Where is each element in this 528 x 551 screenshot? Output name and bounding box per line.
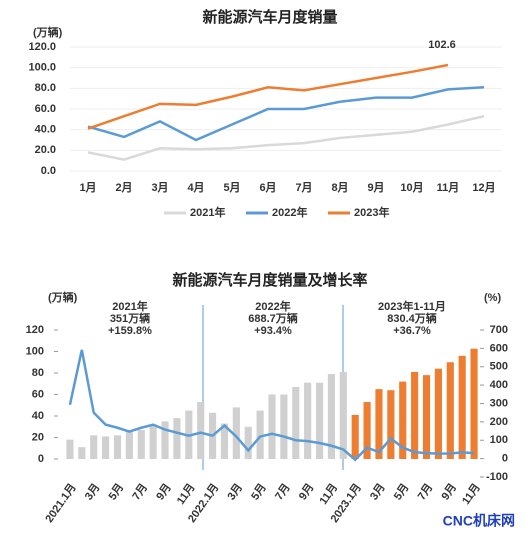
bar [66,439,74,459]
bar [422,375,431,459]
bar [102,436,110,459]
y-tick-label: 80 [32,367,44,379]
y2-tick-label: 100 [490,434,508,446]
bar [399,381,407,459]
period-annotation: 688.7万辆 [248,311,298,325]
y-tick-label: 40 [32,410,44,422]
bar [387,390,395,459]
bar [244,426,252,459]
period-annotation: +36.7% [393,325,431,337]
x-tick-label: 8月 [331,181,348,194]
data-label: 102.6 [428,39,456,51]
x-tick-label: 4月 [187,181,204,194]
x-tick-label: 6月 [259,181,276,194]
y-unit: (万辆) [48,290,78,304]
period-annotation: 351万辆 [110,311,150,325]
x-tick-label: 11月 [437,181,460,194]
bar [327,374,335,459]
y2-tick-label: 400 [490,379,508,391]
y-tick-label: 60.0 [35,103,56,115]
x-tick-label: 2月 [115,181,132,194]
x-tick-label: 1月 [79,181,96,194]
bar [411,371,419,459]
bar [446,362,454,459]
y2-unit: (%) [484,292,501,304]
period-annotation: 2023年1-11月 [378,299,446,313]
period-annotation: +159.8% [108,325,152,337]
x-tick-label: 10月 [400,181,423,194]
bar [197,402,205,459]
y2-tick-label: 700 [490,324,508,336]
x-tick-label: 9月 [367,181,384,194]
bar [78,447,86,459]
y2-tick-label: -100 [486,471,508,483]
y2-tick-label: 0 [502,453,508,465]
y2-tick-label: 600 [490,342,508,354]
chart-title: 新能源汽车月度销量 [202,8,337,26]
x-tick-label: 5月 [223,181,240,194]
period-annotation: 2021年 [112,299,147,313]
y-tick-label: 100 [26,345,44,357]
y-tick-label: 80.0 [35,82,56,94]
y-tick-label: 40.0 [35,124,56,136]
bar [232,407,240,459]
y-tick-label: 20 [32,431,44,443]
y-unit: (万辆) [33,25,63,39]
bar [149,424,157,459]
x-tick-label: 3月 [151,181,168,194]
bar [470,348,478,459]
series-line [87,63,449,130]
bar [458,355,466,459]
y2-tick-label: 200 [490,416,508,428]
y2-tick-label: 500 [490,361,508,373]
bar [375,389,383,459]
period-annotation: 830.4万辆 [387,311,437,325]
y-tick-label: 120 [26,324,44,336]
footer: CNC机床网 [443,513,515,529]
y-tick-label: 100.0 [28,62,56,74]
y-tick-label: 20.0 [35,144,56,156]
bar [90,435,98,459]
bar [280,394,288,459]
bar [315,382,324,459]
chart-title: 新能源汽车月度销量及增长率 [172,271,367,289]
bar [113,435,122,459]
series-line [87,86,485,142]
y-tick-label: 60 [32,388,44,400]
bar [363,402,371,459]
legend-label: 2021年 [190,205,225,219]
bar [268,394,276,459]
series-line [87,115,485,161]
bar [256,410,264,459]
y-tick-label: 0 [38,453,44,465]
bar [292,386,300,459]
period-annotation: +93.4% [254,325,292,337]
bar [137,429,145,459]
y-tick-label: 120.0 [28,41,56,53]
x-tick-label: 7月 [295,181,312,194]
x-tick-label: 12月 [472,181,495,194]
legend-label: 2022年 [272,205,307,219]
legend-label: 2023年 [354,205,389,219]
y-tick-label: 0.0 [41,165,56,177]
bar [125,432,133,459]
period-annotation: 2022年 [255,299,290,313]
bar [304,382,312,459]
bar [161,421,169,459]
bar [434,368,442,459]
rate-line [68,349,475,462]
bar [220,423,229,459]
y2-tick-label: 300 [490,397,508,409]
bar [339,371,347,459]
bar [173,418,181,459]
bar [351,414,359,459]
